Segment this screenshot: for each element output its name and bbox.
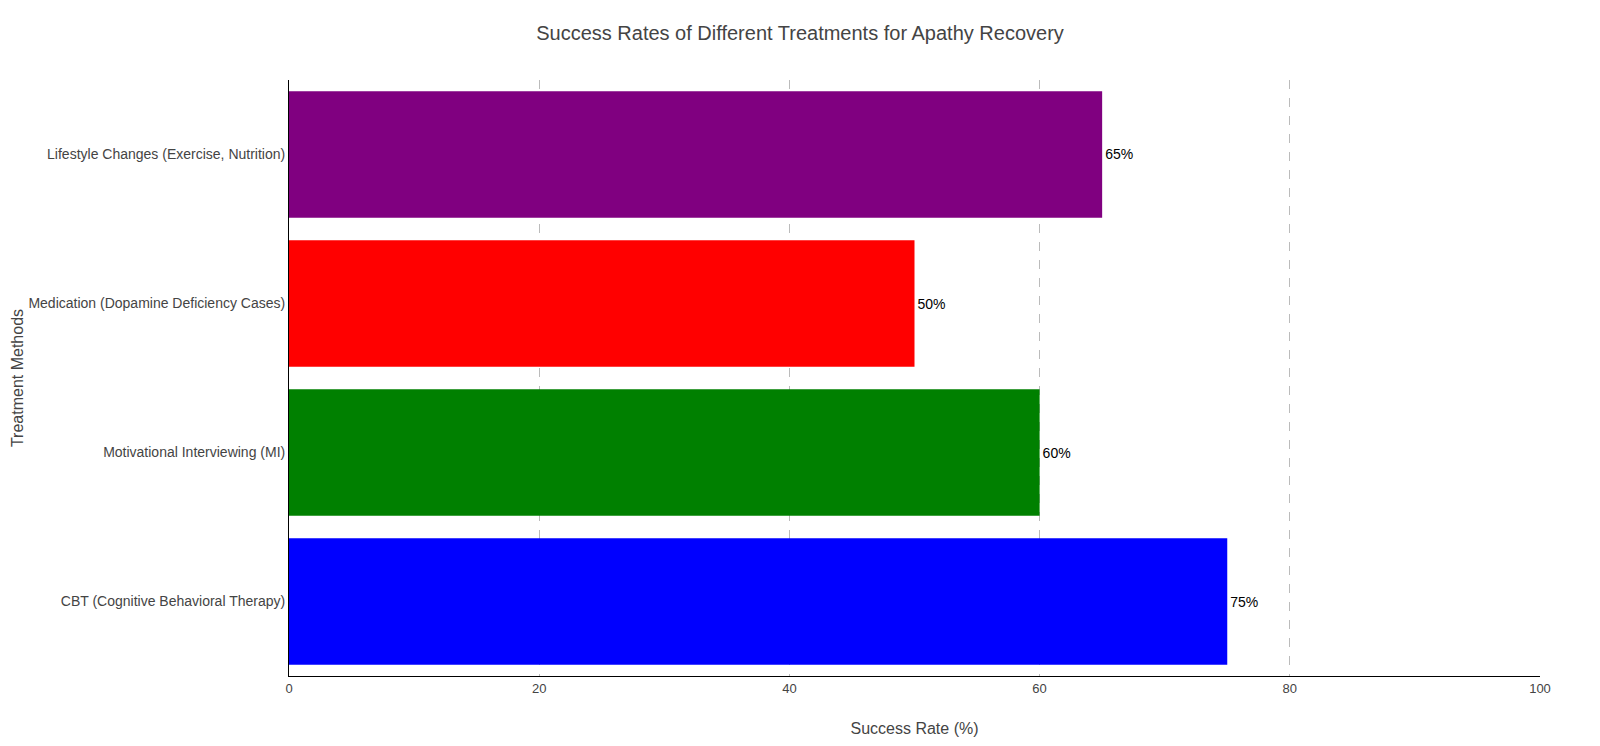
svg-text:Treatment Methods: Treatment Methods (9, 309, 26, 447)
svg-text:20: 20 (532, 681, 546, 696)
svg-text:Motivational Interviewing (MI): Motivational Interviewing (MI) (103, 444, 285, 460)
svg-text:60%: 60% (1043, 445, 1071, 461)
svg-text:60: 60 (1032, 681, 1046, 696)
svg-text:65%: 65% (1105, 146, 1133, 162)
svg-text:50%: 50% (918, 296, 946, 312)
svg-text:0: 0 (285, 681, 292, 696)
svg-text:Medication (Dopamine Deficienc: Medication (Dopamine Deficiency Cases) (28, 295, 285, 311)
svg-text:Success Rates of Different Tre: Success Rates of Different Treatments fo… (536, 22, 1064, 44)
svg-text:40: 40 (782, 681, 796, 696)
svg-text:CBT (Cognitive Behavioral Ther: CBT (Cognitive Behavioral Therapy) (61, 593, 285, 609)
svg-text:75%: 75% (1230, 594, 1258, 610)
svg-text:80: 80 (1283, 681, 1297, 696)
svg-text:100: 100 (1529, 681, 1551, 696)
svg-text:Lifestyle Changes (Exercise, N: Lifestyle Changes (Exercise, Nutrition) (47, 146, 285, 162)
svg-text:Success Rate (%): Success Rate (%) (850, 720, 978, 737)
